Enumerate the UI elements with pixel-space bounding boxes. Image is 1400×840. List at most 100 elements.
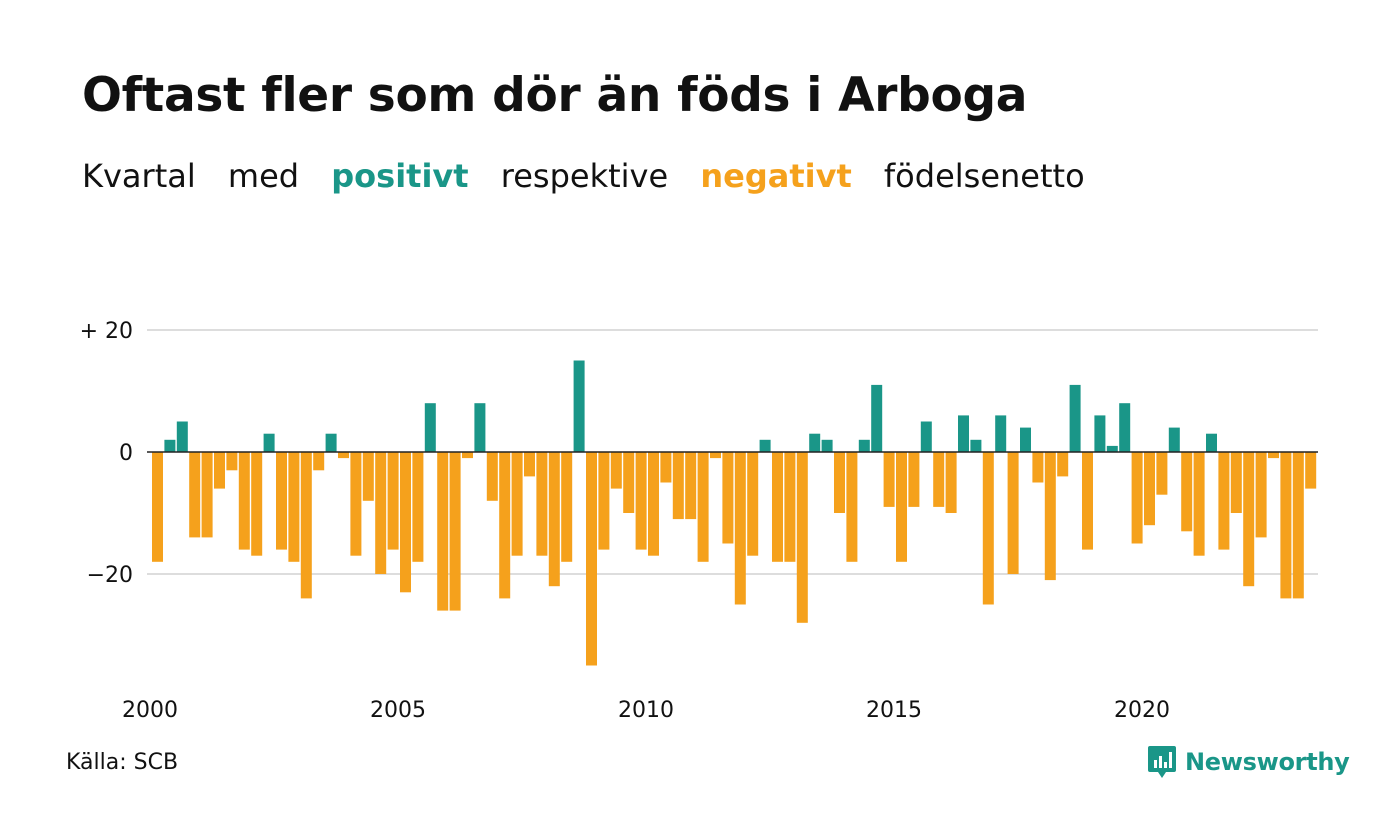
bar — [710, 452, 721, 459]
bar — [995, 415, 1007, 452]
bar — [338, 452, 349, 459]
bars — [152, 360, 1317, 666]
bar — [226, 452, 238, 471]
bar — [1206, 433, 1217, 452]
bar — [499, 452, 511, 599]
bar — [1094, 415, 1106, 452]
bar — [561, 452, 573, 562]
bar — [1007, 452, 1019, 574]
x-tick-label: 2000 — [122, 698, 178, 723]
bar — [1268, 452, 1279, 459]
bar — [1020, 427, 1031, 452]
bar — [784, 452, 796, 562]
bar — [325, 433, 337, 452]
subtitle-text-fodelsenetto: födelsenetto — [883, 157, 1085, 195]
source-label: Källa: SCB — [66, 750, 179, 775]
bar — [623, 452, 635, 513]
bar — [375, 452, 387, 574]
bar — [672, 452, 684, 520]
bar — [846, 452, 858, 562]
bar — [164, 439, 176, 452]
bar — [536, 452, 548, 556]
bar — [412, 452, 424, 562]
bar — [1305, 452, 1317, 489]
x-axis-labels: 2000 2005 2010 2015 2020 — [122, 698, 1170, 723]
bar — [660, 452, 672, 483]
bar — [548, 452, 560, 587]
bar — [1044, 452, 1056, 581]
bar — [474, 403, 486, 452]
bar — [176, 421, 188, 452]
bar — [1181, 452, 1193, 532]
y-tick-label: −20 — [87, 563, 133, 588]
bar — [238, 452, 250, 550]
bar — [809, 433, 821, 452]
newsworthy-logo: Newsworthy — [1147, 744, 1350, 780]
grid-lines — [147, 329, 1318, 575]
bar — [610, 452, 622, 489]
bar — [871, 384, 883, 452]
bar — [834, 452, 845, 513]
bar — [400, 452, 411, 593]
bar — [424, 403, 436, 452]
bar — [449, 452, 461, 611]
bar — [883, 452, 895, 507]
bar — [1082, 452, 1093, 550]
bar — [313, 452, 325, 471]
bar — [958, 415, 969, 452]
bar — [635, 452, 647, 550]
bar — [288, 452, 300, 562]
bar — [1168, 427, 1180, 452]
bar — [350, 452, 362, 556]
chart-subtitle: Kvartal med positivt respektive negativt… — [82, 157, 1107, 195]
bar — [908, 452, 920, 507]
bar — [573, 360, 585, 452]
bar — [1131, 452, 1143, 544]
bar — [152, 452, 163, 562]
brand-name: Newsworthy — [1185, 748, 1350, 776]
bar — [300, 452, 312, 599]
subtitle-text-kvartal: Kvartal — [82, 157, 196, 195]
bar — [1069, 384, 1081, 452]
bar — [387, 452, 399, 550]
bar — [920, 421, 932, 452]
bar — [685, 452, 697, 520]
bar — [276, 452, 287, 550]
bar — [945, 452, 957, 513]
y-tick-label: + 20 — [80, 319, 133, 344]
bar — [933, 452, 945, 507]
bar — [1032, 452, 1044, 483]
bar — [462, 452, 473, 459]
bar — [734, 452, 746, 605]
bar — [437, 452, 449, 611]
subtitle-text-respektive: respektive — [500, 157, 669, 195]
bar — [1156, 452, 1168, 495]
bar — [648, 452, 659, 556]
y-tick-label: 0 — [119, 441, 133, 466]
bar — [697, 452, 709, 562]
bar — [772, 452, 783, 562]
subtitle-text-med: med — [227, 157, 300, 195]
bar — [796, 452, 808, 623]
bar — [821, 439, 833, 452]
bar — [524, 452, 535, 477]
bar — [982, 452, 994, 605]
bar — [759, 439, 771, 452]
bar — [970, 439, 982, 452]
bar — [1280, 452, 1292, 599]
bar — [1218, 452, 1230, 550]
bar — [586, 452, 597, 666]
bar — [1144, 452, 1155, 526]
legend-positive: positivt — [331, 157, 469, 195]
bar — [896, 452, 907, 562]
bar — [214, 452, 225, 489]
bar — [858, 439, 870, 452]
bar — [1230, 452, 1242, 513]
bar — [1193, 452, 1205, 556]
bar — [1057, 452, 1069, 477]
x-tick-label: 2015 — [866, 698, 922, 723]
bar — [598, 452, 610, 550]
bar — [1255, 452, 1267, 538]
bar — [263, 433, 275, 452]
